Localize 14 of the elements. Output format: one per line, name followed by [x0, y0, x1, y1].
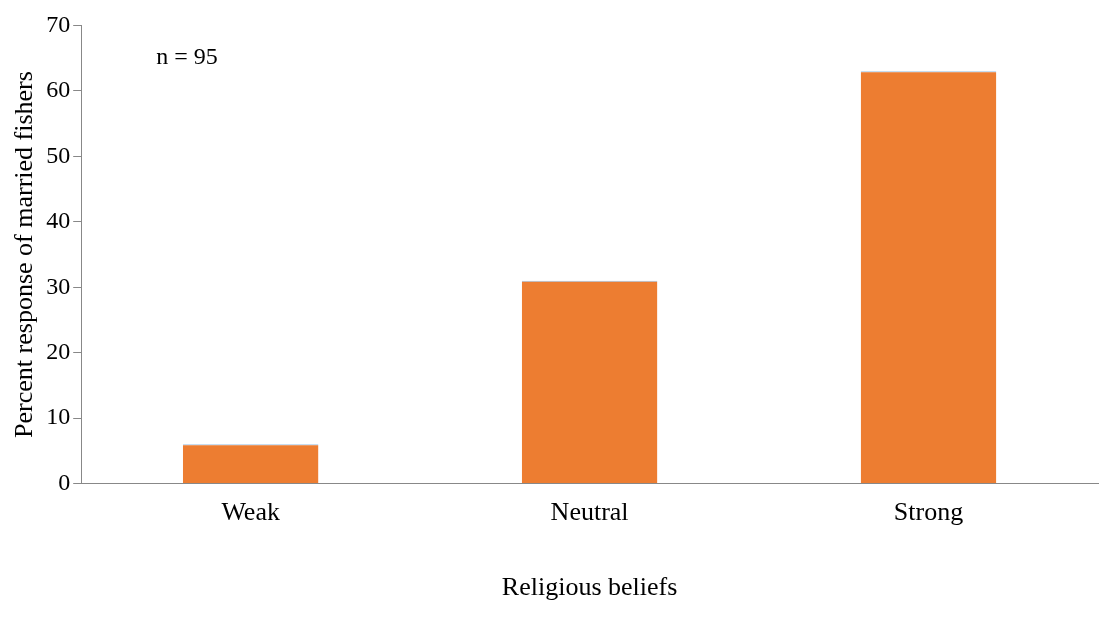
y-tick-label: 40 — [46, 207, 71, 234]
y-tick-label: 0 — [58, 468, 71, 495]
y-axis-title: Percent response of married fishers — [9, 71, 39, 438]
y-tick-label: 30 — [46, 272, 71, 299]
x-tick-label: Weak — [221, 497, 280, 527]
y-tick-label: 60 — [46, 76, 71, 103]
x-tick-label: Strong — [893, 497, 964, 527]
x-axis-title: Religious beliefs — [501, 572, 678, 602]
y-tick-label: 20 — [46, 337, 71, 364]
annotation: n = 95 — [156, 42, 218, 69]
x-tick-label: Neutral — [550, 497, 629, 527]
y-tick-label: 10 — [46, 403, 71, 430]
y-tick-label: 50 — [46, 141, 71, 168]
y-tick-label: 70 — [46, 10, 71, 37]
